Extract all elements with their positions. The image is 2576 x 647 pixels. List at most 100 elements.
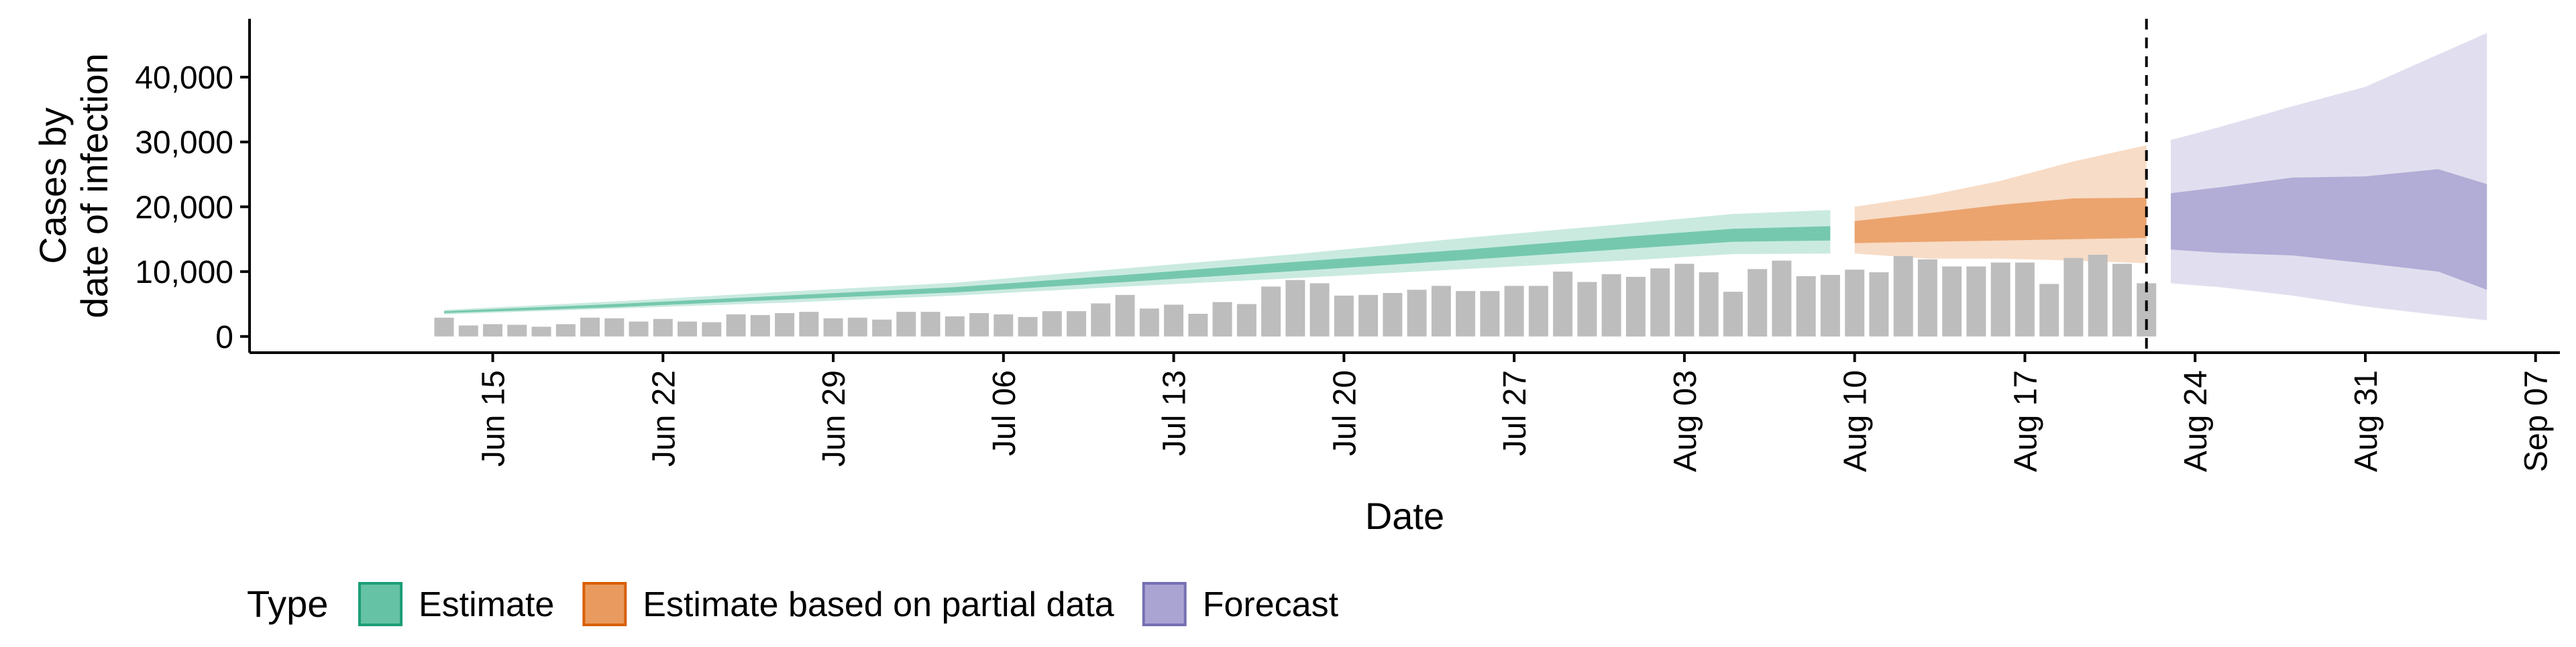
reported-case-bar — [1723, 292, 1743, 337]
reported-case-bar — [920, 312, 941, 337]
reported-case-bar — [1334, 295, 1354, 337]
reported-case-bar — [1674, 263, 1695, 337]
reported-case-bar — [1869, 272, 1889, 337]
reported-case-bar — [678, 321, 697, 337]
x-axis-ticks: Jun 15 Jun 22 Jun 29 Jul 06 Jul 13 Jul 20 Jul … — [476, 353, 2555, 472]
y-tick-label: 30,000 — [135, 125, 233, 161]
reported-case-bar — [1650, 268, 1670, 337]
reported-case-bar — [1504, 286, 1524, 337]
reported-case-bar — [2039, 284, 2059, 337]
x-tick-label: Aug 24 — [2178, 370, 2214, 472]
reported-case-bar — [1893, 255, 1913, 337]
reported-case-bar — [653, 318, 673, 337]
x-tick-label: Sep 07 — [2519, 370, 2555, 472]
x-tick-label: Jun 15 — [476, 370, 512, 467]
reported-case-bar — [1796, 276, 1816, 337]
reported-case-bar — [1990, 262, 2010, 337]
y-tick-label: 40,000 — [135, 60, 233, 96]
reported-case-bar — [531, 327, 551, 337]
reported-case-bar — [1772, 260, 1792, 337]
reported-case-bar — [1699, 272, 1719, 337]
reported-case-bar — [604, 318, 625, 337]
reported-case-bar — [1845, 270, 1865, 337]
reported-case-bar — [1358, 294, 1379, 337]
reported-case-bar — [872, 319, 892, 337]
reported-case-bar — [1018, 316, 1038, 337]
reported-case-bar — [1261, 286, 1281, 337]
reported-case-bar — [1188, 314, 1208, 337]
reported-case-bar — [1456, 291, 1476, 337]
reported-case-bar — [799, 312, 819, 337]
reported-case-bar — [945, 316, 965, 337]
reported-case-bar — [1748, 269, 1768, 337]
reported-case-bar — [1164, 304, 1184, 337]
reported-case-bar — [2088, 255, 2108, 337]
reported-case-bar — [1480, 291, 1500, 337]
reported-case-bar — [1067, 311, 1087, 337]
y-axis-title-line: Cases by — [32, 107, 74, 263]
y-tick-label: 10,000 — [135, 255, 233, 290]
y-tick-label: 0 — [215, 320, 233, 355]
axes — [248, 19, 2560, 354]
estimate-band-90 — [444, 210, 1831, 314]
legend-label-forecast: Forecast — [1203, 585, 1339, 624]
x-tick-label: Jul 06 — [987, 370, 1022, 456]
reported-case-bar — [1431, 286, 1451, 337]
reported-case-bar — [1942, 266, 1962, 337]
reported-case-bar — [1820, 275, 1840, 337]
estimate-based-on-partial-data-band-50 — [1854, 197, 2147, 243]
legend-swatch-estimate-based-on-partial-data — [582, 582, 627, 626]
y-axis-title-line: date of infection — [73, 53, 115, 318]
legend-label-estimate-based-on-partial-data: Estimate based on partial data — [643, 585, 1114, 624]
reported-case-bars — [434, 255, 2157, 337]
estimate-band-50 — [444, 226, 1831, 313]
reported-case-bar — [969, 313, 989, 337]
reported-case-bar — [1553, 272, 1573, 337]
reported-case-bar — [629, 321, 649, 337]
x-tick-label: Aug 10 — [1838, 370, 1874, 472]
reported-case-bar — [994, 314, 1014, 337]
legend-swatch-estimate — [358, 582, 402, 626]
x-tick-label: Aug 17 — [2008, 370, 2043, 472]
legend-swatch-forecast — [1142, 582, 1187, 626]
uncertainty-bands — [444, 33, 2487, 320]
reported-case-bar — [555, 324, 576, 337]
y-axis-ticks: 0 10,000 20,000 30,000 40,000 — [135, 60, 250, 355]
legend-label-estimate: Estimate — [419, 585, 554, 624]
reported-case-bar — [896, 312, 916, 337]
reported-case-bar — [1236, 304, 1256, 337]
x-tick-label: Jul 27 — [1497, 370, 1533, 456]
reported-case-bar — [483, 324, 502, 337]
reported-case-bar — [2112, 263, 2132, 337]
legend-title: Type — [247, 583, 328, 625]
reported-case-bar — [2063, 257, 2084, 337]
reported-case-bar — [507, 325, 527, 337]
x-tick-label: Jun 22 — [646, 370, 682, 467]
reported-case-bar — [1528, 286, 1548, 337]
reported-case-bar — [702, 322, 722, 337]
reported-case-bar — [580, 317, 600, 337]
reported-case-bar — [1115, 294, 1135, 337]
reported-case-bar — [434, 317, 454, 337]
forecast-band-50 — [2171, 169, 2487, 290]
x-axis-title: Date — [1365, 495, 1444, 537]
reported-case-bar — [1601, 274, 1621, 337]
reported-case-bar — [458, 325, 478, 337]
reported-case-bar — [1139, 308, 1159, 337]
reported-case-bar — [1917, 259, 1937, 337]
x-tick-label: Jul 20 — [1327, 370, 1362, 456]
x-tick-label: Aug 31 — [2349, 370, 2384, 472]
reported-case-bar — [1042, 311, 1062, 337]
reported-case-bar — [1577, 282, 1597, 337]
reported-case-bar — [726, 314, 746, 337]
reported-case-bar — [1212, 302, 1232, 337]
reported-case-bar — [847, 317, 867, 337]
reported-case-bar — [823, 318, 843, 337]
reported-case-bar — [1625, 276, 1646, 337]
reported-case-bar — [1383, 293, 1403, 337]
reported-case-bar — [2015, 262, 2035, 337]
reported-case-bar — [1091, 303, 1111, 337]
x-tick-label: Jun 29 — [816, 370, 852, 467]
